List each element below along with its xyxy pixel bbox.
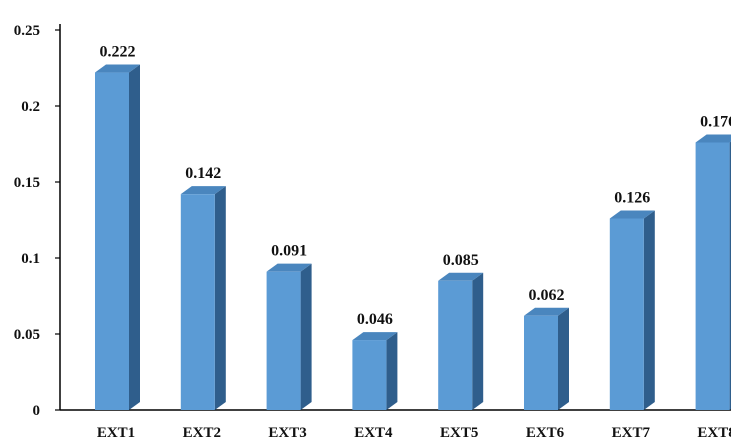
data-label: 0.176: [700, 113, 731, 130]
data-label: 0.091: [271, 243, 307, 260]
y-tick-label: 0.15: [14, 175, 40, 191]
data-label: 0.046: [357, 311, 393, 328]
category-label: EXT8: [697, 425, 731, 441]
category-labels: EXT1 EXT2 EXT3 EXT4 EXT5 EXT6 EXT7 EXT8: [97, 425, 731, 441]
bar-front-face: [95, 72, 129, 410]
bar-top-face: [352, 332, 398, 341]
y-tick-label: 0.1: [21, 251, 40, 267]
bar-side-face: [643, 210, 655, 410]
category-label: EXT4: [354, 425, 393, 441]
bar-ext6: [524, 307, 569, 410]
bar-top-face: [438, 272, 484, 281]
bar-top-face: [524, 307, 569, 316]
category-label: EXT5: [440, 425, 478, 441]
category-label: EXT7: [612, 425, 651, 441]
category-label: EXT3: [268, 425, 306, 441]
category-label: EXT1: [97, 425, 135, 441]
bar-front-face: [695, 142, 730, 411]
bar-front-face: [609, 218, 644, 410]
y-tick-label: 0.25: [14, 23, 40, 39]
data-label: 0.126: [614, 189, 650, 206]
y-tick-label: 0: [33, 403, 41, 419]
bar-front-face: [266, 271, 301, 410]
data-label: 0.085: [443, 252, 479, 269]
bar-top-face: [695, 134, 731, 143]
bar-ext1: [95, 64, 140, 410]
bar-front-face: [352, 340, 387, 410]
bars: [95, 64, 731, 411]
bar-side-face: [386, 332, 398, 410]
y-tick-label: 0.2: [21, 99, 40, 115]
bar-ext4: [352, 332, 398, 410]
category-label: EXT6: [526, 425, 565, 441]
bar-side-face: [300, 263, 312, 410]
bar-top-face: [180, 186, 226, 195]
data-label: 0.222: [100, 44, 136, 61]
bar-side-face: [129, 64, 140, 410]
bar-front-face: [524, 315, 558, 410]
bar-side-face: [472, 272, 484, 410]
bar-side-face: [214, 186, 226, 410]
bar-ext5: [438, 272, 484, 410]
bar-ext2: [180, 186, 226, 410]
y-axis-ticks: 0 0.05 0.1 0.15 0.2 0.25: [14, 23, 60, 419]
bar-ext3: [266, 263, 312, 410]
bar-front-face: [438, 280, 473, 410]
bar-top-face: [609, 210, 655, 219]
data-label: 0.062: [529, 287, 565, 304]
bar-ext8: [695, 134, 731, 411]
category-label: EXT2: [183, 425, 221, 441]
data-labels: 0.222 0.142 0.091 0.046 0.085 0.062 0.126 0.176: [100, 44, 731, 329]
y-tick-label: 0.05: [14, 327, 40, 343]
bar-ext7: [609, 210, 655, 410]
bar-top-face: [95, 64, 140, 73]
data-label: 0.142: [185, 165, 221, 182]
bar-side-face: [558, 307, 569, 410]
bar-top-face: [266, 263, 312, 272]
bar-front-face: [180, 194, 215, 410]
